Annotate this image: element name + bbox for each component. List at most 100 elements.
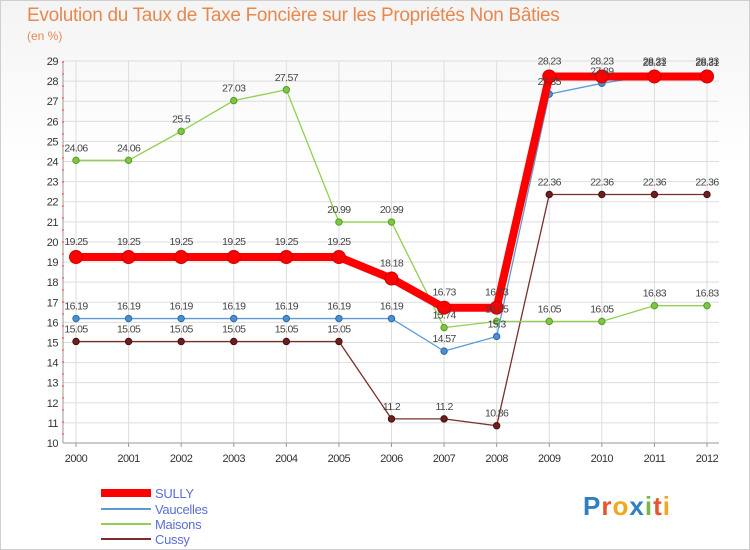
data-point: [703, 301, 711, 310]
x-tick-label: 2011: [644, 453, 666, 465]
data-label: 22.36: [538, 176, 562, 188]
data-point: [124, 337, 133, 346]
data-label: 19.25: [117, 236, 141, 248]
series-maisons: [72, 86, 711, 332]
data-point: [545, 317, 553, 326]
logo-letter: r: [601, 491, 613, 521]
axes: 10 11 12 13 14 15 16 17 18 19 20 21 22 23 24 25 26 27 28 29…: [47, 56, 719, 465]
data-point: [387, 218, 396, 226]
x-tick-label: 2000: [65, 453, 88, 465]
data-label: 27.35: [538, 76, 562, 88]
data-label: 15.3: [488, 318, 507, 330]
data-label: 27.57: [275, 72, 299, 84]
x-tick-label: 2007: [433, 453, 456, 465]
data-label: 19.25: [170, 236, 194, 248]
chart-subtitle: (en %): [27, 29, 63, 43]
data-label: 16.83: [695, 288, 719, 300]
data-label: 16.05: [485, 303, 509, 315]
data-point: [598, 190, 606, 199]
data-point: [335, 314, 343, 323]
data-point: [282, 314, 291, 323]
data-label: 28.23: [695, 55, 719, 67]
chart-title: Evolution du Taux de Taxe Foncière sur l…: [27, 5, 560, 26]
y-tick-label: 14: [47, 358, 59, 370]
legend-item-vaucelles: Vaucelles: [101, 502, 209, 517]
legend-label: Maisons: [155, 517, 202, 532]
data-point: [594, 69, 609, 84]
data-label: 22.36: [643, 176, 667, 188]
data-point: [72, 156, 80, 165]
data-point: [647, 69, 662, 84]
x-tick-label: 2001: [117, 453, 140, 465]
y-tick-label: 15: [47, 337, 59, 349]
data-label: 15.05: [275, 323, 299, 335]
data-label: 19.25: [275, 236, 299, 248]
y-tick-label: 13: [47, 378, 59, 390]
data-point: [331, 250, 346, 265]
data-point: [124, 156, 133, 165]
data-label: 15.05: [117, 323, 141, 335]
data-label: 20.99: [380, 204, 404, 216]
x-tick-label: 2002: [170, 453, 193, 465]
data-point: [226, 250, 241, 265]
data-label: 22.36: [590, 176, 614, 188]
data-point: [279, 250, 294, 265]
grid-lines: [63, 60, 719, 444]
data-label: 19.25: [64, 236, 88, 248]
y-tick-label: 11: [48, 418, 59, 430]
data-point: [703, 190, 711, 199]
data-point: [177, 127, 185, 136]
data-point: [387, 314, 396, 323]
data-label: 15.74: [432, 310, 456, 322]
data-label: 15.05: [170, 323, 194, 335]
data-label: 16.19: [275, 301, 299, 313]
data-label: 15.05: [64, 323, 88, 335]
data-point: [545, 190, 553, 199]
x-tick-label: 2006: [380, 453, 403, 465]
data-label: 28.31: [695, 57, 719, 69]
data-point: [124, 314, 133, 323]
x-tick-label: 2003: [223, 453, 246, 465]
legend-label: Cussy: [155, 532, 190, 547]
data-point: [335, 218, 343, 226]
y-tick-label: 12: [47, 398, 59, 410]
x-tick-label: 2009: [538, 453, 561, 465]
data-label: 25.5: [172, 113, 191, 125]
data-label: 19.25: [222, 236, 246, 248]
data-point: [492, 332, 501, 341]
data-point: [437, 300, 452, 315]
y-tick-label: 28: [47, 76, 59, 88]
data-label: 27.03: [222, 83, 246, 95]
data-label: 11.2: [383, 401, 401, 413]
data-point: [174, 250, 189, 265]
x-tick-label: 2010: [591, 453, 614, 465]
data-label: 16.73: [485, 287, 509, 299]
data-label: 16.19: [380, 301, 404, 313]
data-label: 16.19: [64, 301, 88, 313]
data-point: [650, 190, 659, 199]
data-point: [177, 314, 185, 323]
y-tick-label: 18: [47, 277, 59, 289]
logo-letter: i: [662, 491, 671, 521]
data-labels: 19.25 19.25 19.25 19.25 19.25 19.25 18.18 16.73…: [64, 55, 720, 419]
data-point: [598, 317, 606, 326]
data-label: 28.23: [538, 55, 562, 67]
data-label: 22.36: [695, 176, 719, 188]
data-label: 24.06: [117, 142, 141, 154]
data-point: [121, 250, 136, 265]
logo-letter: x: [629, 491, 645, 521]
x-tick-label: 2005: [328, 453, 351, 465]
data-label: 24.06: [64, 142, 88, 154]
y-tick-label: 29: [47, 56, 59, 68]
data-label: 18.18: [380, 258, 404, 270]
legend-label: SULLY: [155, 486, 194, 501]
data-point: [282, 86, 291, 94]
data-label: 16.19: [170, 301, 194, 313]
logo-letter: t: [653, 491, 663, 521]
data-point: [489, 300, 504, 315]
data-point: [542, 69, 557, 84]
y-tick-label: 10: [47, 438, 59, 450]
data-label: 16.19: [117, 301, 141, 313]
